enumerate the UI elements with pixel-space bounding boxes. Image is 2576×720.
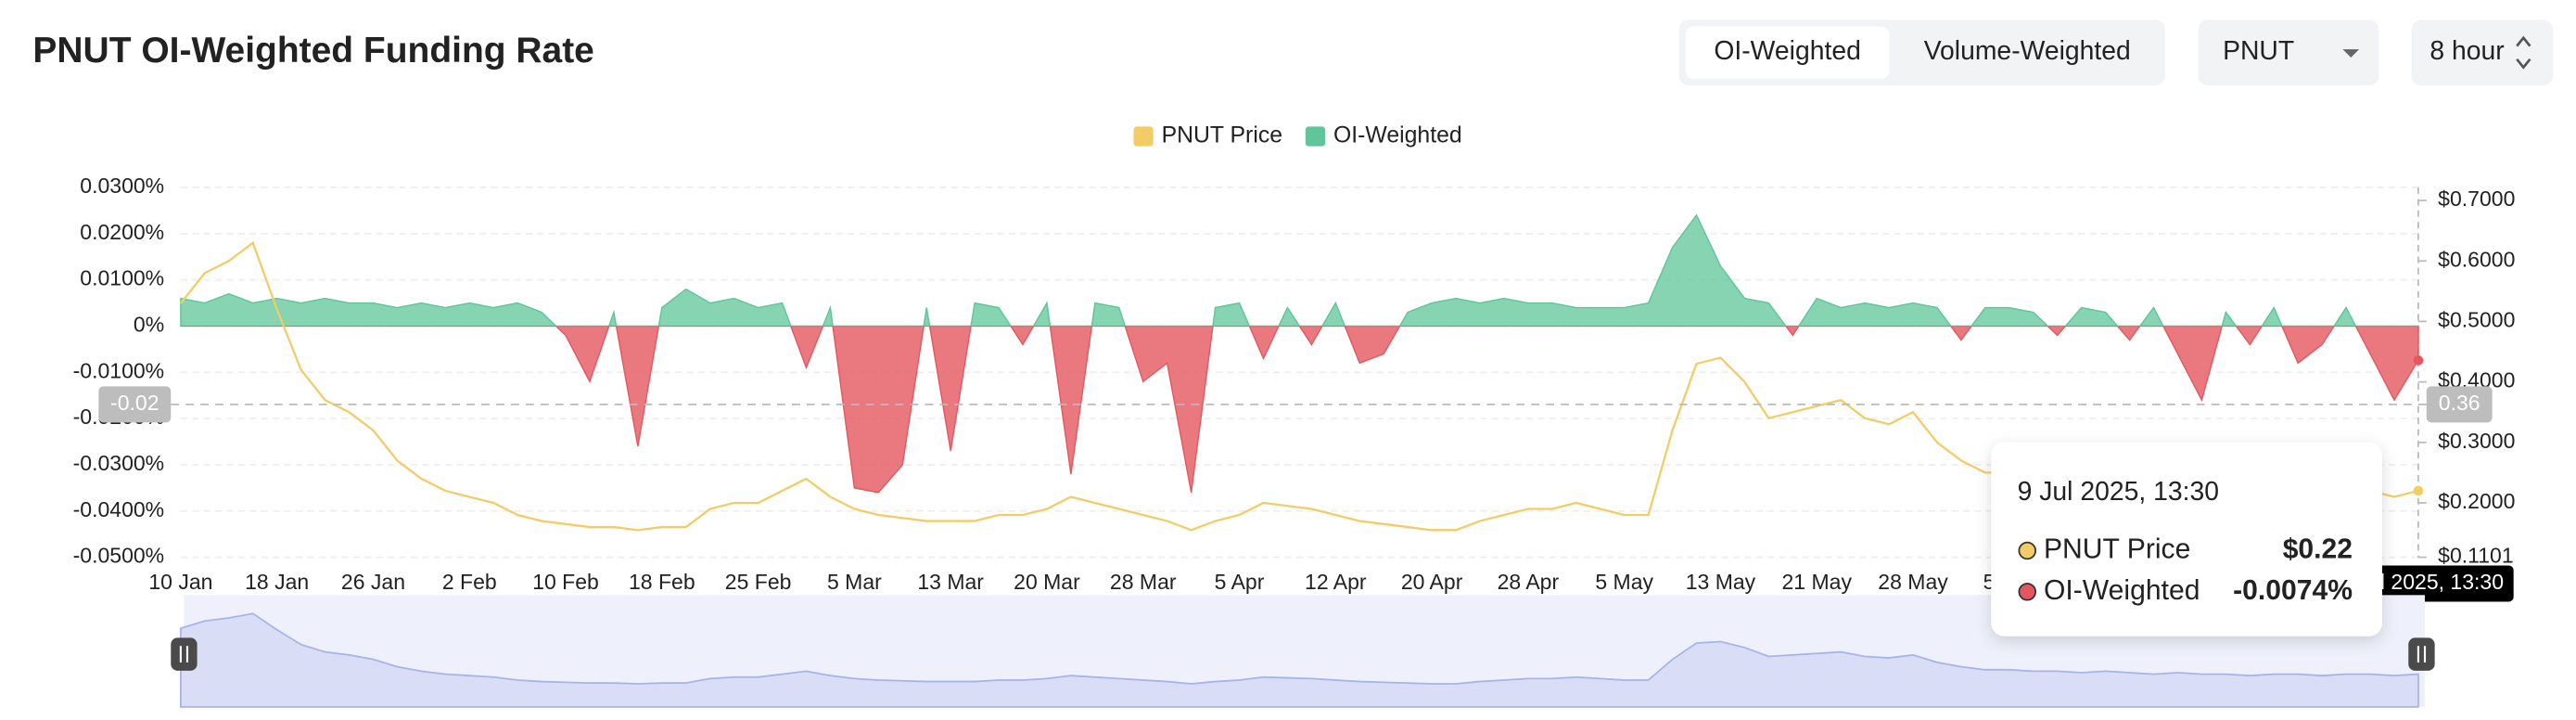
navigator-handle[interactable] (171, 637, 198, 671)
x-tick-label: 5 Apr (1215, 570, 1265, 594)
y2-tick-label: $0.3000 (2438, 429, 2515, 453)
y2-tick-label: $0.1101 (2438, 544, 2514, 568)
x-tick-label: 20 Mar (1014, 570, 1080, 594)
x-tick-label: 10 Feb (532, 570, 599, 594)
tooltip-dot (2018, 541, 2037, 560)
interval-value[interactable]: 8 hour (2429, 36, 2504, 66)
toggle-active[interactable] (1685, 26, 1890, 80)
x-tick-label: 26 Jan (341, 570, 405, 594)
tooltip-box (1991, 442, 2382, 636)
y2-tick-label: $0.6000 (2438, 247, 2515, 271)
y-tick-label: -0.0300% (73, 451, 165, 475)
x-tick-label: 13 Mar (917, 570, 984, 594)
x-tick-label: 5 May (1595, 570, 1653, 594)
handle-grip (179, 646, 189, 662)
y2-tick-label: $0.5000 (2438, 308, 2515, 332)
select-arrow (2342, 49, 2360, 58)
x-tick-label: 28 Mar (1110, 570, 1177, 594)
y2-tick-label: $0.7000 (2438, 186, 2515, 211)
x-tick-label: 13 May (1686, 570, 1756, 594)
x-tick-label: 18 Feb (629, 570, 695, 594)
interval-select[interactable] (2411, 19, 2554, 86)
y-tick-label: 0.0300% (80, 174, 164, 198)
tooltip-dot (2018, 583, 2037, 601)
tooltip-label: PNUT Price (2044, 534, 2190, 564)
legend-label: OI-Weighted (1333, 123, 1462, 148)
legend-label: PNUT Price (1162, 123, 1282, 148)
tooltip: 9 Jul 2025, 13:30 PNUT Price $0.22 OI-We… (1991, 442, 2382, 636)
page-title: PNUT OI-Weighted Funding Rate (32, 31, 593, 71)
x-tick-label: 18 Jan (245, 570, 309, 594)
navigator-handle[interactable] (2408, 637, 2435, 671)
tooltip-value: -0.0074% (2233, 575, 2353, 606)
x-tick-label: 28 Apr (1498, 570, 1560, 594)
crosshair-y-label: -0.02 (110, 391, 159, 415)
y-tick-label: 0.0100% (80, 266, 164, 290)
y-tick-label: 0% (134, 313, 164, 337)
crosshair-y2-label: 0.36 (2439, 391, 2480, 415)
toggle-option[interactable]: OI-Weighted (1714, 36, 1861, 66)
symbol-select[interactable] (2198, 19, 2379, 86)
y2-tick-label: $0.2000 (2438, 489, 2515, 513)
interval-arrows (2516, 35, 2531, 70)
toggle-option[interactable]: Volume-Weighted (1924, 36, 2131, 66)
x-tick-label: 20 Apr (1401, 570, 1463, 594)
x-tick-label: 21 May (1782, 570, 1853, 594)
x-tick-label: 12 Apr (1305, 570, 1367, 594)
legend-swatch (1133, 126, 1154, 147)
funding-dot (2413, 355, 2424, 366)
x-tick-label: 10 Jan (148, 570, 212, 594)
symbol-value[interactable]: PNUT (2223, 36, 2294, 66)
price-dot (2413, 485, 2424, 496)
funding-area-negative (180, 326, 2419, 494)
y-tick-label: -0.0500% (73, 544, 165, 568)
y-tick-label: -0.0400% (73, 497, 165, 521)
x-tick-label: 5 Mar (827, 570, 882, 594)
tooltip-label: OI-Weighted (2044, 575, 2200, 606)
x-tick-label: 2 Feb (442, 570, 497, 594)
legend-swatch (1305, 126, 1326, 147)
crosshair-y2-box (2426, 386, 2493, 423)
y-tick-label: 0.0200% (80, 220, 164, 244)
handle-grip (2417, 646, 2427, 662)
tooltip-value: $0.22 (2283, 534, 2353, 564)
tooltip-date: 9 Jul 2025, 13:30 (2018, 477, 2219, 507)
x-tick-label: 25 Feb (725, 570, 792, 594)
x-tick-label: 28 May (1878, 570, 1948, 594)
y-tick-label: -0.0100% (73, 358, 165, 382)
funding-area-positive (180, 213, 2419, 327)
navigator-area (179, 612, 2419, 708)
crosshair-y-box (98, 386, 172, 423)
